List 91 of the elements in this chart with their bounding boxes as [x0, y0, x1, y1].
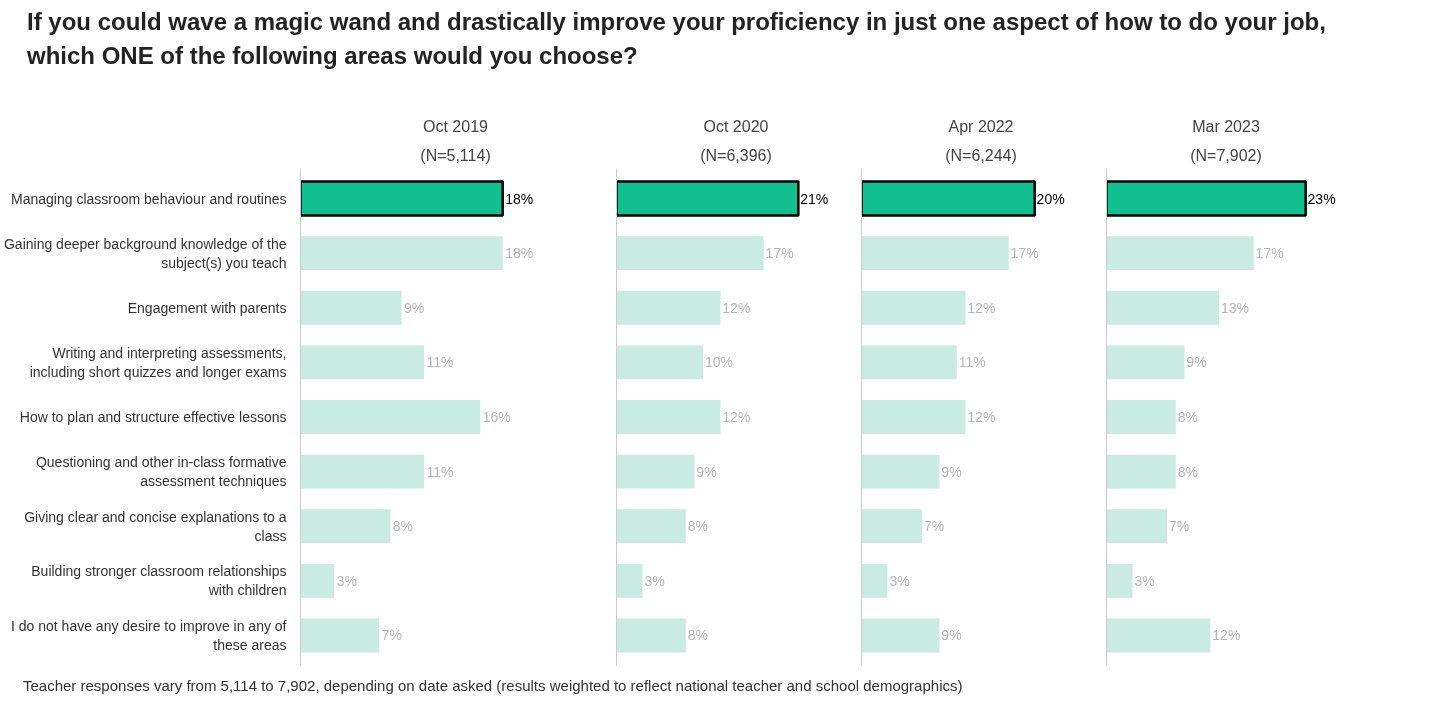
- chart-title: Oct 2019: [423, 117, 489, 135]
- bar: [616, 509, 686, 544]
- data-label: 12%: [722, 299, 751, 316]
- bar: [300, 618, 380, 653]
- data-label: 3%: [336, 572, 357, 589]
- bar: [861, 618, 940, 653]
- chart-title: Mar 2023: [1192, 117, 1260, 135]
- bar: [300, 400, 481, 434]
- data-label: 9%: [941, 463, 962, 480]
- bar: [1106, 618, 1211, 653]
- data-label: 17%: [1010, 245, 1039, 262]
- bar: [616, 618, 686, 653]
- data-label: 17%: [1255, 245, 1284, 262]
- bar: [1106, 345, 1185, 380]
- data-label: 12%: [967, 409, 996, 425]
- y-tick-label: Engagement with parents: [127, 299, 287, 316]
- data-label: 10%: [705, 354, 734, 371]
- y-tick-label: Giving clear and concise explanations to a class: [24, 508, 287, 544]
- data-label: 7%: [1169, 518, 1190, 535]
- text: Teacher responses vary from 5,114 to 7,902, depending on date asked (results weighted to reflect national teacher and school demographics): [23, 676, 963, 696]
- bar: [861, 563, 888, 598]
- bar: [616, 400, 721, 434]
- bar: [1106, 180, 1307, 217]
- data-label: 3%: [1134, 572, 1155, 589]
- bar: [300, 563, 335, 598]
- bar: [616, 236, 764, 271]
- data-label: 9%: [941, 627, 962, 644]
- bar: [300, 345, 425, 380]
- y-tick-label: Managing classroom behaviour and routines: [11, 190, 287, 207]
- bar: [300, 180, 504, 217]
- bar: [616, 563, 643, 598]
- bar: [861, 454, 940, 489]
- data-label: 8%: [392, 518, 414, 535]
- bar: [300, 509, 391, 544]
- bar: [1106, 454, 1176, 489]
- bar: [616, 345, 704, 380]
- data-label: 20%: [1036, 190, 1065, 207]
- chart-subtitle: (N=6,396): [700, 146, 772, 164]
- bar: [1106, 509, 1168, 544]
- data-label: 8%: [687, 627, 708, 644]
- data-label: 8%: [687, 518, 708, 535]
- y-tick-label: Writing and interpreting assessments, including short quizzes and longer exams: [29, 344, 287, 380]
- bar: [1106, 563, 1133, 598]
- y-tick-label: How to plan and structure effective lessons: [19, 409, 287, 425]
- bar: [861, 345, 957, 380]
- data-label: 11%: [426, 463, 454, 480]
- chart-title: Apr 2022: [948, 117, 1014, 135]
- data-label: 18%: [505, 190, 534, 207]
- chart-subtitle: (N=5,114): [420, 146, 491, 164]
- data-label: 11%: [426, 354, 454, 371]
- data-label: 18%: [505, 245, 534, 262]
- chart-subtitle: (N=6,244): [945, 146, 1017, 164]
- data-label: 21%: [800, 190, 829, 207]
- data-label: 9%: [404, 299, 425, 316]
- data-label: 17%: [765, 245, 794, 262]
- text: If you could wave a magic wand and drastically improve your proficiency in just one aspect of how to do your job, which ONE of the following areas would you choose?: [27, 7, 1327, 72]
- bar: [1106, 236, 1254, 271]
- chart-subtitle: (N=7,902): [1190, 146, 1262, 164]
- y-tick-label: Building stronger classroom relationships with children: [31, 563, 287, 599]
- data-label: 9%: [696, 463, 717, 480]
- data-label: 12%: [1212, 627, 1241, 644]
- data-label: 13%: [1220, 299, 1250, 316]
- y-tick-label: Questioning and other in-class formative assessment techniques: [35, 454, 287, 490]
- bar: [616, 454, 695, 489]
- bar: [300, 236, 503, 271]
- data-label: 16%: [482, 409, 511, 425]
- bar: [861, 180, 1036, 217]
- bar: [861, 290, 966, 325]
- bar: [300, 290, 402, 325]
- y-tick-label: Gaining deeper background knowledge of the subject(s) you teach: [3, 235, 287, 271]
- data-label: 3%: [889, 572, 910, 589]
- bar: [1106, 400, 1176, 434]
- bar: [861, 509, 923, 544]
- bar: [300, 454, 425, 489]
- chart-title: Oct 2020: [703, 117, 769, 135]
- data-label: 23%: [1307, 190, 1336, 207]
- data-label: 7%: [381, 627, 402, 644]
- bar: [861, 236, 1009, 271]
- data-label: 12%: [722, 409, 751, 425]
- bar: [1106, 290, 1220, 325]
- data-label: 9%: [1186, 354, 1207, 371]
- data-label: 3%: [644, 572, 665, 589]
- data-label: 11%: [958, 354, 986, 371]
- data-label: 12%: [967, 299, 996, 316]
- data-label: 8%: [1177, 463, 1198, 480]
- data-label: 7%: [924, 518, 945, 535]
- data-label: 8%: [1177, 409, 1198, 425]
- bar: [616, 290, 721, 325]
- bar: [616, 180, 800, 217]
- y-tick-label: I do not have any desire to improve in any of these areas: [11, 617, 287, 654]
- bar: [861, 400, 966, 434]
